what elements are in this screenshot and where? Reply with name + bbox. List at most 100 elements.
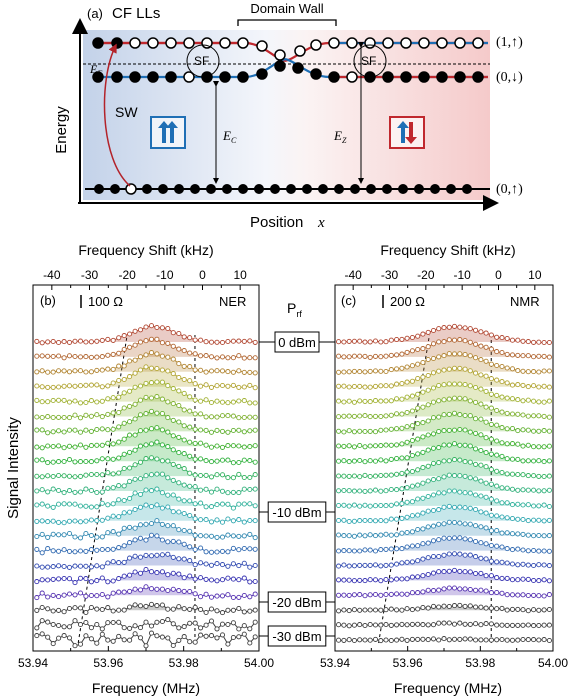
trace-point [357, 353, 363, 359]
trace-point [394, 516, 400, 522]
trace-point [488, 361, 494, 367]
trace-peak-fill [391, 459, 518, 477]
trace-point [99, 337, 105, 343]
trace-point [165, 354, 171, 360]
trace-point [34, 444, 40, 450]
trace-point [473, 604, 479, 610]
panel-a-label: (a) [87, 6, 103, 21]
trace-point [110, 366, 116, 372]
trace-point [148, 336, 155, 342]
level-0-up-dot [334, 184, 344, 194]
trace-point [154, 533, 160, 539]
trace-point [148, 472, 155, 478]
panel-c-tag: NMR [510, 294, 540, 309]
trace-point [94, 382, 100, 388]
trace-point [362, 502, 368, 508]
trace-point [187, 528, 193, 534]
level-0-up-dot [222, 184, 232, 194]
trace-point [94, 606, 100, 612]
trace-point [39, 518, 45, 524]
trace-point [154, 552, 160, 558]
trace-point [541, 413, 547, 419]
panel-b-bottom-axis-label: Frequency (MHz) [92, 680, 200, 696]
trace-point [225, 549, 231, 555]
trace-point [176, 527, 182, 533]
trace-point [88, 625, 94, 631]
trace-point [34, 383, 40, 389]
trace-point [341, 517, 347, 523]
trace-point [420, 510, 426, 516]
trace-point [148, 520, 155, 527]
hole-dot [364, 37, 376, 49]
trace-point [415, 526, 421, 533]
trace-point [525, 518, 531, 524]
trace-point [409, 437, 415, 444]
trace-point [357, 548, 363, 554]
trace-point [473, 355, 479, 361]
trace-point [241, 398, 247, 404]
trace-point [45, 606, 51, 612]
trace-point [116, 350, 122, 356]
trace-point [214, 398, 220, 404]
trace-point [415, 482, 421, 488]
trace-point [83, 458, 89, 465]
trace-point [404, 439, 410, 445]
trace-point [165, 617, 171, 623]
trace-point [39, 604, 45, 611]
trace-point [208, 399, 215, 406]
power-label-box [267, 591, 327, 613]
trace-point [409, 408, 415, 414]
sf-label-left: SF [194, 54, 209, 68]
trace-point [236, 634, 242, 640]
trace-point [399, 530, 405, 536]
trace-point [499, 440, 505, 446]
trace-point [394, 471, 400, 477]
trace-point [388, 456, 394, 462]
trace-point [219, 382, 226, 389]
trace-point [66, 548, 73, 554]
trace-point [132, 432, 138, 438]
trace-point [39, 564, 45, 570]
trace-point [198, 440, 204, 446]
trace-point [148, 586, 155, 592]
panel-c-traces [336, 323, 552, 644]
trace-point [509, 561, 516, 567]
trace-point [45, 489, 51, 495]
trace-point [77, 519, 84, 525]
trace-point [247, 579, 253, 585]
trace-point [170, 538, 176, 544]
trace-point [536, 369, 542, 375]
trace-point [230, 576, 236, 582]
trace-point [94, 412, 100, 418]
trace-point [504, 485, 510, 491]
trace-point [346, 459, 352, 465]
trace-point [446, 381, 452, 387]
trace-point [451, 323, 458, 329]
trace-point [66, 518, 73, 524]
trace-point [362, 562, 368, 568]
trace-point [541, 353, 547, 359]
trace-point [203, 486, 209, 492]
trace-point [208, 606, 215, 612]
trace-point [478, 637, 484, 643]
trace-point [214, 443, 220, 449]
trace-point [88, 354, 94, 360]
trace-point [45, 460, 51, 466]
trace-point [483, 637, 489, 643]
trace-point [225, 369, 231, 375]
trace-point [362, 413, 368, 419]
trace-point [45, 546, 51, 552]
trace-peak-fill [391, 429, 518, 447]
trace-point [208, 429, 215, 435]
top-tick-label: 10 [528, 268, 542, 282]
trace-point [494, 575, 500, 581]
trace-peak-fill [391, 398, 518, 417]
trace-point [247, 414, 253, 420]
trace-point [467, 443, 473, 449]
trace-point [137, 443, 144, 449]
trace-point [378, 398, 384, 404]
trace-point [351, 353, 357, 359]
trace-point [66, 473, 73, 479]
trace-point [473, 461, 479, 467]
trace-point [441, 504, 447, 510]
